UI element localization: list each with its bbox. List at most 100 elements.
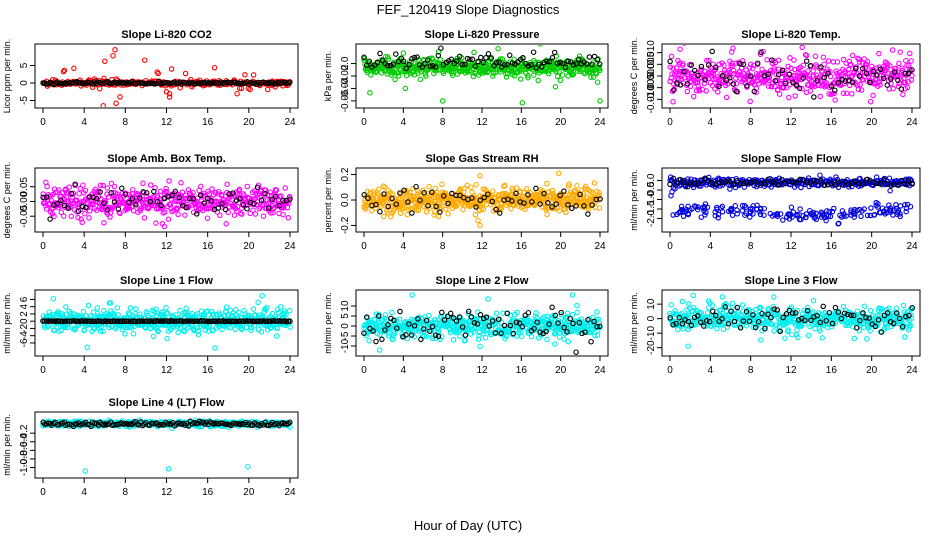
data-point	[800, 62, 807, 68]
data-point	[248, 327, 254, 333]
data-point	[802, 70, 808, 77]
data-point	[715, 215, 721, 221]
reference-point	[677, 176, 684, 183]
x-tick-label: 12	[785, 117, 797, 128]
data-point	[679, 323, 685, 329]
data-point	[743, 210, 749, 216]
reference-point	[468, 314, 475, 320]
data-point	[831, 90, 837, 97]
reference-point	[779, 177, 785, 183]
data-point	[715, 89, 721, 95]
data-point	[717, 183, 723, 189]
data-point	[817, 93, 823, 100]
reference-point	[425, 202, 431, 209]
reference-point	[495, 316, 502, 323]
y-tick-label: 0	[646, 315, 657, 321]
reference-point	[838, 181, 845, 188]
reference-point	[219, 201, 225, 207]
data-point	[423, 333, 430, 340]
data-point	[522, 206, 528, 212]
data-point	[786, 94, 792, 101]
reference-point	[59, 318, 66, 325]
reference-point	[116, 318, 122, 324]
data-point	[521, 189, 527, 196]
reference-point	[88, 318, 94, 325]
data-point	[498, 319, 505, 326]
reference-point	[525, 63, 532, 69]
panel-title: Slope Li-820 Temp.	[741, 29, 840, 41]
y-tick-label: 10	[646, 298, 657, 310]
reference-point	[377, 208, 383, 215]
data-point	[589, 327, 596, 333]
data-point	[250, 72, 257, 78]
data-point	[470, 73, 477, 80]
data-point	[544, 313, 551, 320]
data-point	[232, 198, 239, 205]
data-point	[155, 328, 161, 335]
reference-point	[223, 318, 229, 324]
data-point	[86, 208, 93, 214]
data-point	[100, 182, 106, 189]
reference-point	[751, 178, 757, 185]
data-point	[594, 309, 600, 315]
data-point	[585, 206, 592, 212]
x-tick-label: 16	[202, 365, 214, 376]
reference-point	[385, 203, 391, 210]
data-point	[96, 85, 103, 92]
data-point	[130, 186, 136, 193]
outlier-point	[555, 170, 562, 177]
reference-point	[483, 314, 490, 320]
data-point	[858, 213, 864, 220]
data-point	[252, 211, 259, 217]
data-point	[368, 72, 374, 78]
data-point	[695, 204, 701, 210]
reference-point	[549, 304, 555, 311]
y-tick-label: 0.0	[646, 173, 657, 187]
reference-point	[423, 317, 430, 324]
reference-point	[744, 83, 750, 89]
data-point	[729, 212, 736, 219]
reference-point	[859, 65, 866, 72]
data-point	[817, 172, 823, 178]
reference-point	[667, 58, 673, 65]
reference-point	[395, 58, 402, 65]
data-point	[703, 88, 709, 94]
data-point	[812, 83, 818, 89]
reference-point	[557, 192, 563, 199]
data-point	[668, 53, 675, 60]
data-point	[876, 79, 883, 85]
y-tick-label: -0.04	[340, 77, 351, 100]
data-point	[757, 205, 764, 212]
reference-point	[501, 322, 508, 329]
reference-point	[530, 49, 537, 55]
data-point	[80, 308, 87, 315]
data-point	[175, 205, 181, 212]
data-point	[474, 319, 481, 325]
reference-point	[709, 48, 715, 55]
outlier-point	[544, 180, 550, 187]
data-point	[903, 208, 909, 215]
data-point	[868, 205, 874, 211]
data-point	[104, 185, 111, 191]
reference-point	[790, 79, 796, 85]
y-axis-label: ml/min per min.	[629, 169, 639, 231]
data-point	[478, 63, 484, 70]
data-point	[503, 74, 510, 80]
reference-point	[132, 318, 139, 325]
reference-point	[426, 328, 433, 334]
data-point	[40, 191, 46, 197]
data-point	[475, 336, 482, 343]
data-point	[386, 330, 392, 336]
reference-point	[441, 317, 448, 323]
data-point	[813, 216, 820, 223]
reference-point	[54, 201, 61, 207]
data-point	[691, 203, 698, 209]
y-tick-label: -0.06	[340, 89, 351, 112]
reference-point	[832, 87, 838, 94]
data-point	[514, 309, 520, 316]
reference-point	[187, 318, 194, 324]
reference-point	[97, 189, 103, 195]
reference-point	[533, 65, 539, 71]
data-point	[719, 203, 726, 210]
data-point	[272, 197, 278, 203]
